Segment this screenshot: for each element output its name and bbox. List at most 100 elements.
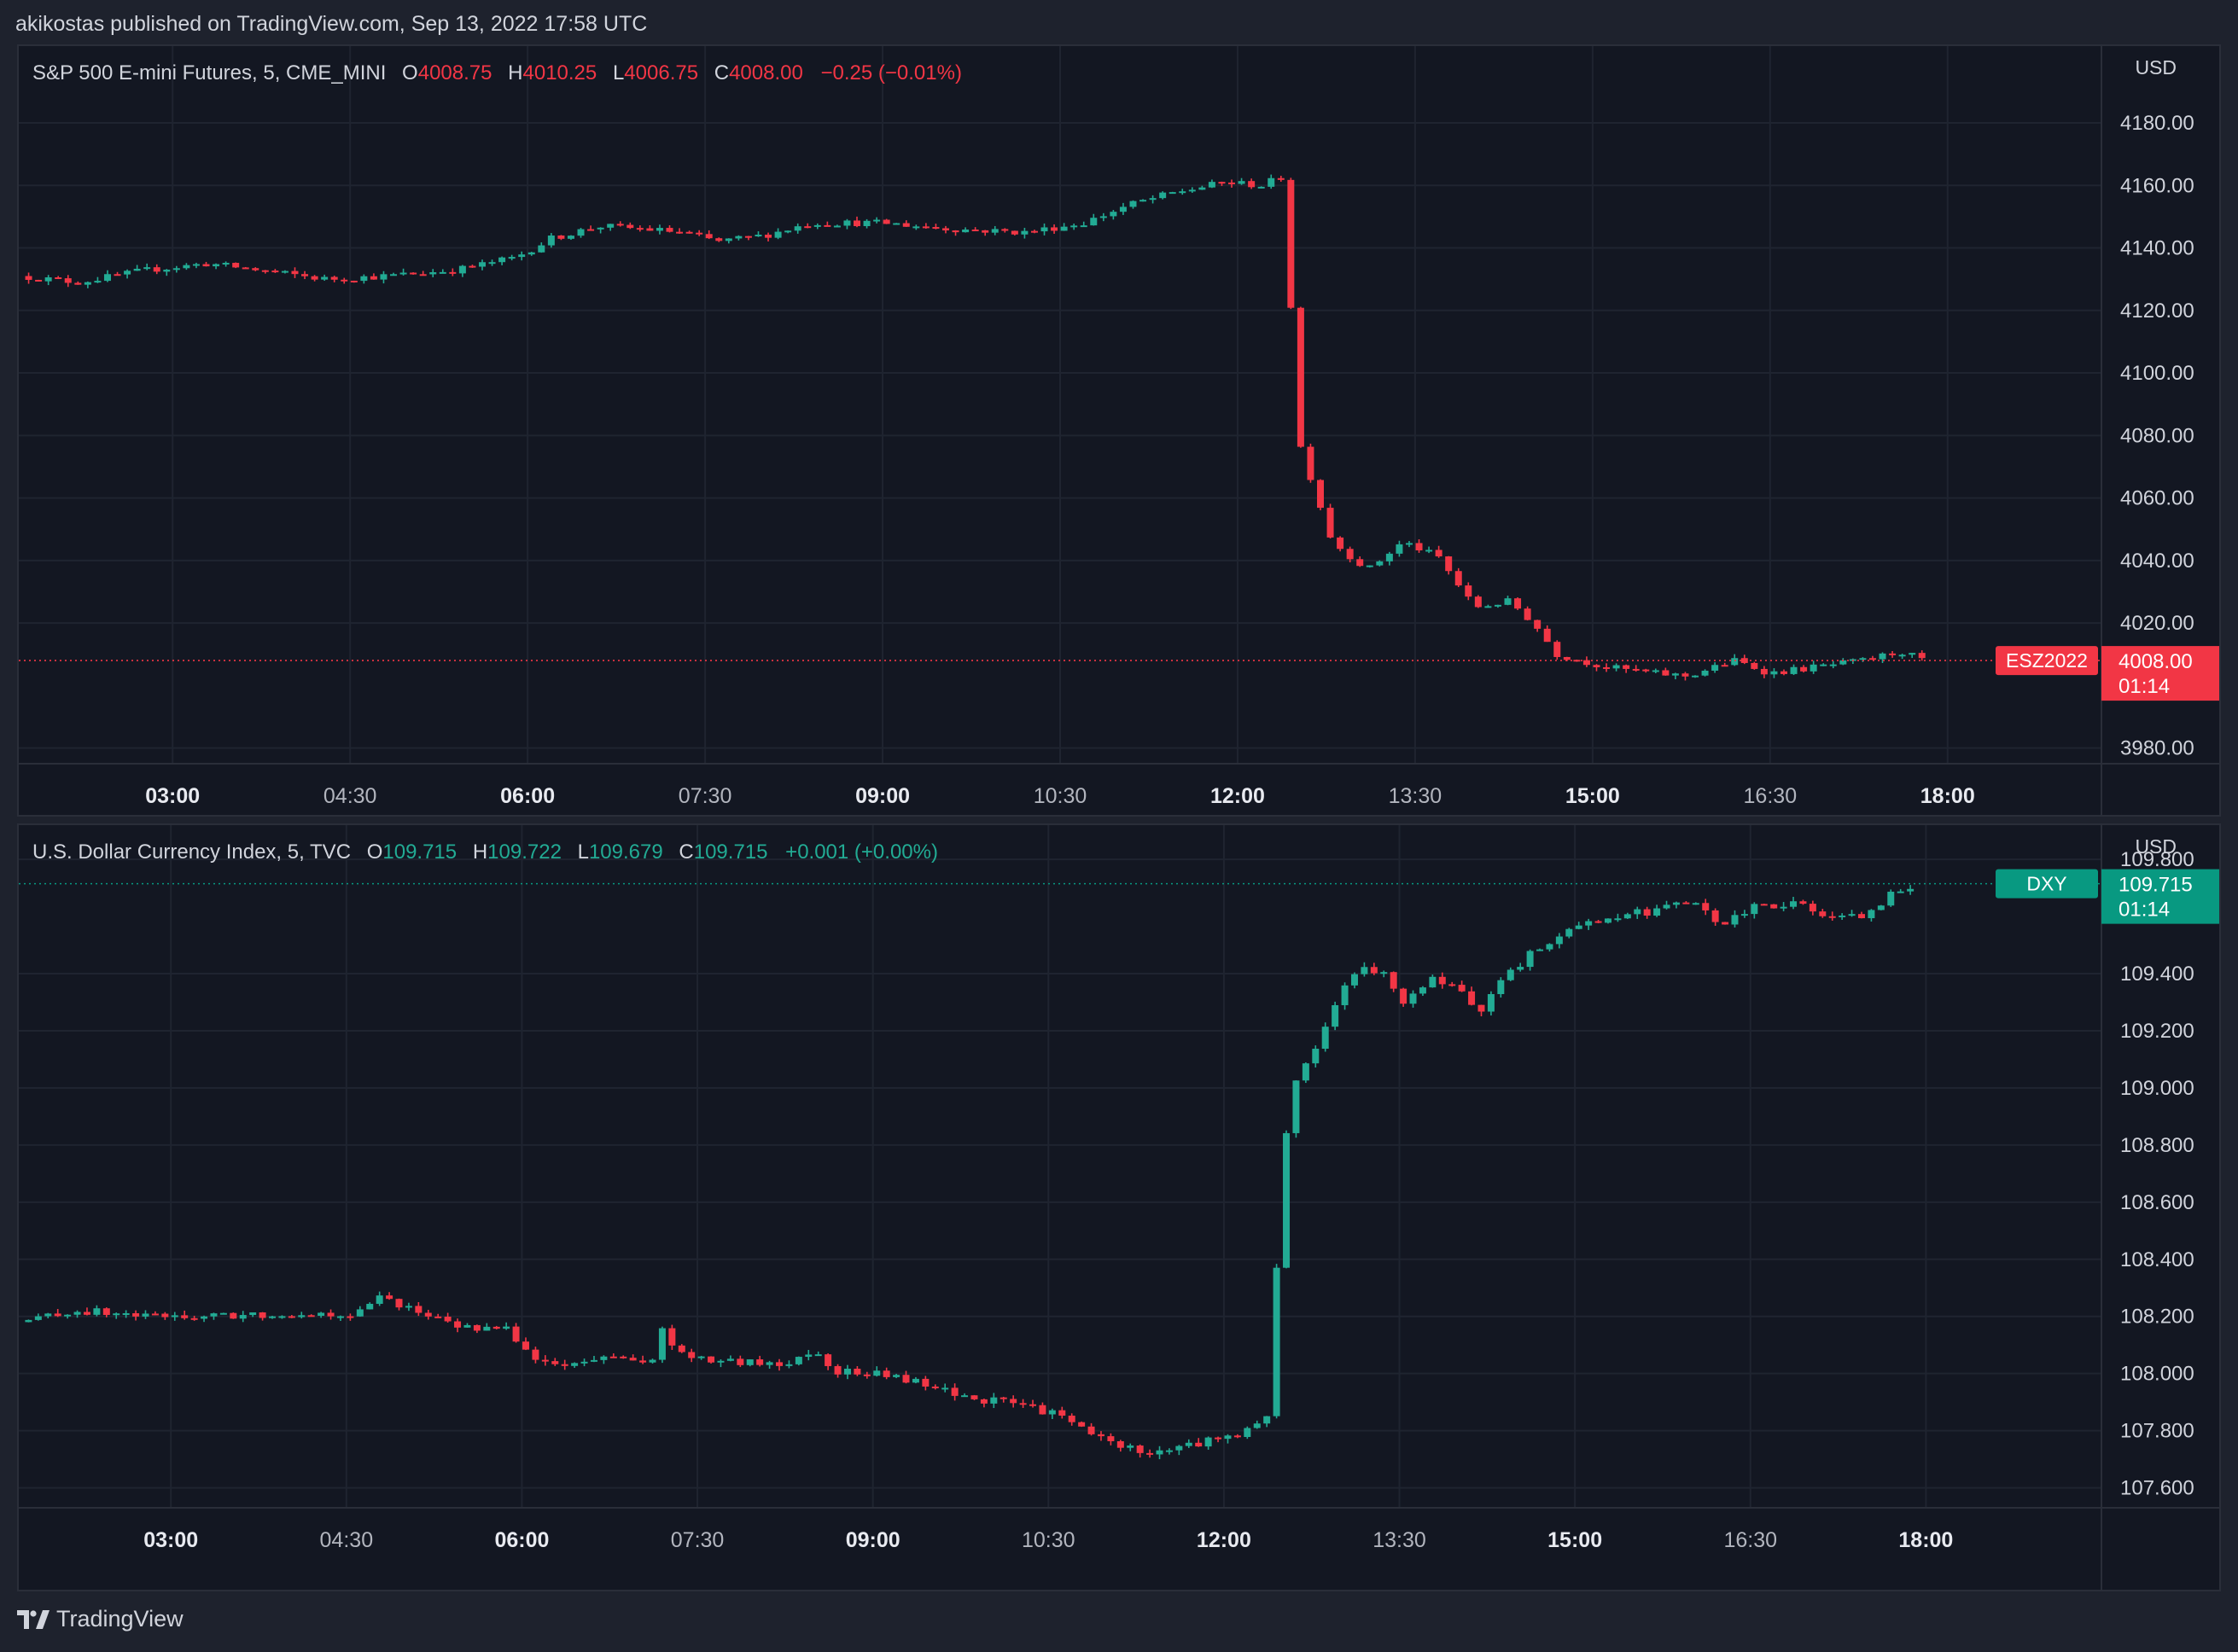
dxy-candle <box>1487 991 1495 1016</box>
es-candle <box>962 227 970 233</box>
dxy-candle <box>600 1355 608 1364</box>
dxy-candle <box>356 1306 364 1318</box>
es-candle-body <box>1918 653 1926 659</box>
dxy-candle-body <box>1507 969 1514 980</box>
es-candle-body <box>1169 192 1176 195</box>
es-candle <box>744 236 752 241</box>
dxy-candle <box>1536 948 1544 951</box>
es-candle-body <box>1642 669 1650 672</box>
es-candle <box>813 223 821 230</box>
dxy-candle-body <box>1116 1440 1124 1448</box>
dxy-candle-body <box>1000 1397 1007 1399</box>
es-candle-body <box>1474 596 1482 608</box>
dxy-candle-body <box>1448 984 1456 986</box>
tradingview-footer[interactable]: TradingView <box>17 1606 184 1632</box>
es-candle <box>765 232 772 241</box>
dxy-candle <box>83 1307 90 1316</box>
dxy-candle-body <box>44 1313 52 1317</box>
es-candle-body <box>498 257 506 263</box>
es-xtick-4: 09:00 <box>855 784 910 808</box>
es-symbol-description: S&P 500 E-mini Futures, 5, CME_MINI <box>32 61 387 84</box>
es-candle-body <box>991 229 999 233</box>
dxy-candle-body <box>1594 921 1602 923</box>
dxy-candle <box>1751 902 1758 919</box>
es-candle <box>685 230 693 234</box>
es-candle <box>1238 177 1245 185</box>
dxy-candle <box>73 1310 81 1318</box>
dxy-candle-body <box>73 1312 81 1315</box>
es-candle <box>1612 663 1620 672</box>
dxy-candle-body <box>814 1354 822 1357</box>
es-candle-body <box>1780 671 1787 674</box>
dxy-candle-body <box>102 1308 110 1315</box>
es-candle-body <box>1129 201 1137 207</box>
es-candle-body <box>1080 225 1087 228</box>
es-candle <box>873 217 881 224</box>
dxy-candle <box>854 1365 861 1376</box>
dxy-candle <box>561 1359 568 1370</box>
es-candle <box>1504 596 1512 606</box>
es-candle-body <box>1790 666 1798 674</box>
es-candle-body <box>705 234 713 239</box>
dxy-candlestick-chart[interactable]: 109.800 109.400 109.200 109.000 108.800 108.6… <box>19 825 2221 1591</box>
es-candlestick-chart[interactable]: 4180.00 4160.00 4140.00 4120.00 4100.00 4080.… <box>19 46 2221 817</box>
dxy-candle-body <box>1165 1450 1173 1452</box>
dxy-candle <box>1780 902 1787 911</box>
es-candle-body <box>646 228 654 231</box>
dxy-candle <box>1078 1421 1086 1428</box>
es-candle-body <box>547 236 555 246</box>
es-candle <box>202 261 210 267</box>
es-candle-body <box>518 254 526 258</box>
es-candle-body <box>1484 606 1492 608</box>
es-candle-body <box>627 224 634 229</box>
es-candle <box>1228 179 1236 188</box>
dxy-candle-body <box>1127 1446 1134 1448</box>
dxy-candle-body <box>717 1360 725 1363</box>
es-candle <box>1623 664 1630 673</box>
es-candle <box>1346 546 1354 563</box>
es-candle <box>883 218 890 224</box>
es-ytick-2: 4140.00 <box>2120 237 2194 260</box>
dxy-candle <box>1370 963 1378 975</box>
dxy-ytick-0: 109.800 <box>2120 848 2194 871</box>
es-candle-body <box>1366 565 1373 567</box>
dxy-candle-body <box>854 1368 861 1375</box>
dxy-candle <box>1175 1445 1183 1456</box>
es-candle-body <box>1662 670 1670 676</box>
dxy-candle <box>1146 1449 1154 1458</box>
es-candle-body <box>1346 549 1354 560</box>
dxy-candle <box>668 1324 676 1350</box>
dxy-chart-pane[interactable]: U.S. Dollar Currency Index, 5, TVC O109.… <box>17 823 2221 1591</box>
es-candle <box>1632 665 1640 672</box>
es-candle <box>1248 178 1256 189</box>
dxy-candle <box>336 1315 344 1321</box>
dxy-candle-body <box>776 1362 784 1366</box>
dxy-candle <box>424 1309 432 1320</box>
es-candle <box>833 224 841 228</box>
es-candle-body <box>666 228 673 232</box>
dxy-candle-body <box>785 1364 793 1366</box>
dxy-candle-body <box>230 1312 237 1319</box>
es-candle-body <box>636 228 644 230</box>
es-candle-body <box>1820 664 1827 666</box>
es-candle-body <box>1268 177 1275 187</box>
dxy-candle <box>795 1356 802 1366</box>
dxy-candle-body <box>795 1357 802 1364</box>
dxy-candle-body <box>1585 921 1593 926</box>
dxy-candle <box>1165 1448 1173 1455</box>
dxy-candle-body <box>318 1312 325 1317</box>
dxy-candle <box>922 1376 930 1391</box>
es-candle <box>577 228 585 238</box>
es-candle-body <box>143 267 151 270</box>
es-price-tag-value: 4008.00 <box>2119 650 2193 673</box>
es-candle <box>952 230 959 236</box>
es-candle <box>35 279 43 282</box>
es-candle-body <box>1326 508 1334 538</box>
dxy-candle <box>737 1355 744 1368</box>
dxy-xtick-5: 10:30 <box>1022 1528 1075 1552</box>
dxy-close-label: C <box>679 841 694 864</box>
dxy-candle-body <box>1711 910 1719 922</box>
dxy-candle <box>697 1355 705 1360</box>
es-chart-pane[interactable]: S&P 500 E-mini Futures, 5, CME_MINI O400… <box>17 44 2221 817</box>
dxy-candle <box>1819 909 1827 918</box>
